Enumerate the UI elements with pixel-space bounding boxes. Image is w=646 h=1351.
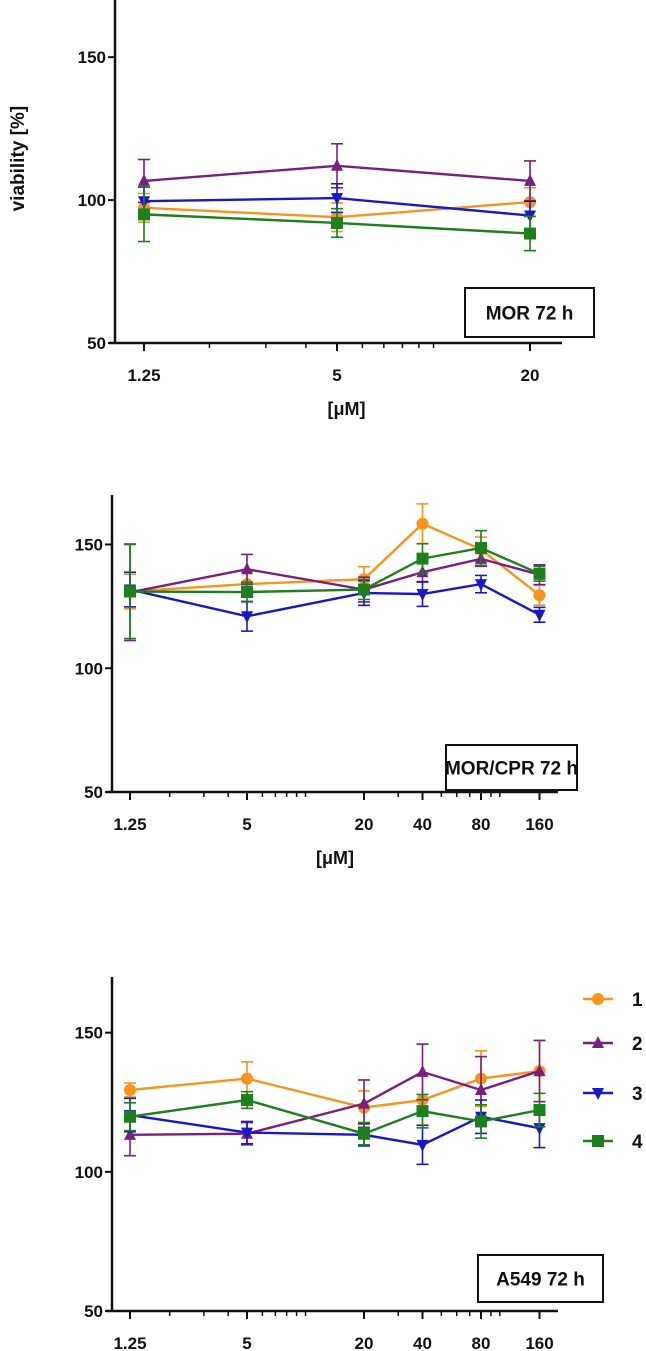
- x-tick-label: 160: [525, 1334, 553, 1351]
- series-4: [138, 186, 536, 252]
- legend-item: 3: [583, 1084, 643, 1105]
- data-point: [124, 1110, 136, 1123]
- data-point: [416, 517, 429, 530]
- y-tick-label: 150: [78, 48, 106, 67]
- data-point: [475, 541, 487, 554]
- y-tick-label: 100: [75, 659, 103, 678]
- y-tick-label: 100: [75, 1163, 103, 1182]
- data-point: [416, 1064, 429, 1077]
- x-tick-label: 20: [355, 815, 374, 834]
- x-tick-label: 5: [242, 1334, 251, 1351]
- x-tick-label: 5: [242, 815, 251, 834]
- data-point: [124, 585, 136, 598]
- legend-marker: [592, 993, 604, 1005]
- panel-title-box: [445, 744, 578, 791]
- data-point: [138, 208, 150, 221]
- data-point: [124, 1084, 136, 1097]
- data-point: [475, 1115, 487, 1128]
- data-point: [331, 216, 343, 229]
- x-tick-label: 20: [355, 1334, 374, 1351]
- data-point: [533, 567, 546, 580]
- legend-marker: [592, 1036, 604, 1048]
- x-tick-label: 1.25: [113, 815, 146, 834]
- x-axis-label: [μM]: [316, 848, 354, 868]
- x-tick-label: 80: [472, 1334, 491, 1351]
- chart-panel-1: 50 100 150 1.25 5 20 [μM] viability [%] MOR 72 h: [8, 0, 595, 419]
- legend-label: 1: [632, 990, 643, 1011]
- series-line: [129, 557, 540, 594]
- data-point: [138, 173, 150, 186]
- x-tick-label: 1.25: [113, 1334, 146, 1351]
- series-line: [129, 1069, 540, 1109]
- data-point: [241, 1094, 253, 1107]
- y-tick-label: 50: [87, 334, 106, 353]
- y-tick-label: 150: [75, 536, 103, 555]
- y-tick-label: 50: [84, 1302, 103, 1321]
- series-4: [124, 1090, 546, 1146]
- data-point: [524, 173, 536, 186]
- y-tick-label: 50: [84, 783, 103, 802]
- panel-title: A549 72 h: [496, 1270, 585, 1291]
- series-line: [129, 522, 541, 597]
- legend-label: 4: [632, 1132, 643, 1153]
- data-point: [331, 158, 343, 171]
- data-point: [533, 589, 546, 602]
- data-point: [533, 1064, 546, 1077]
- data-point: [533, 1104, 546, 1117]
- legend-marker: [592, 1135, 604, 1147]
- data-point: [358, 583, 370, 596]
- data-point: [124, 1127, 136, 1140]
- legend-label: 3: [632, 1084, 643, 1105]
- x-tick-label: 40: [413, 1334, 432, 1351]
- data-point: [524, 227, 536, 240]
- data-point: [475, 1083, 487, 1096]
- chart-panel-2: 50 100 150 1.25 5 20 40 80 160 [μM] MOR/CPR 72 h: [75, 495, 578, 868]
- series-line: [129, 582, 541, 618]
- panel-title: MOR/CPR 72 h: [445, 759, 578, 780]
- panel-title: MOR 72 h: [486, 304, 574, 325]
- legend-marker: [592, 1088, 604, 1100]
- x-tick-label: 1.25: [127, 366, 160, 385]
- legend: 1 2 3 4: [583, 990, 643, 1153]
- x-tick-label: 40: [413, 815, 432, 834]
- x-tick-label: 5: [332, 366, 341, 385]
- panel-title-box: [464, 287, 595, 338]
- data-point: [416, 552, 429, 565]
- panel-title-box: [477, 1254, 604, 1303]
- data-point: [475, 579, 487, 592]
- data-point: [241, 1072, 253, 1085]
- series-4: [124, 529, 546, 640]
- y-tick-label: 100: [78, 191, 106, 210]
- data-point: [358, 1127, 370, 1140]
- y-axis-label: viability [%]: [8, 106, 29, 212]
- x-axis-label: [μM]: [328, 399, 366, 419]
- data-point: [416, 1105, 429, 1118]
- x-tick-label: 80: [472, 815, 491, 834]
- data-point: [241, 562, 253, 575]
- data-point: [416, 1139, 429, 1152]
- legend-item: 1: [583, 990, 643, 1011]
- y-tick-label: 150: [75, 1024, 103, 1043]
- legend-item: 4: [583, 1132, 643, 1153]
- data-point: [416, 589, 429, 601]
- data-point: [331, 193, 343, 206]
- data-point: [358, 1096, 370, 1109]
- legend-label: 2: [632, 1034, 643, 1055]
- x-tick-label: 20: [521, 366, 540, 385]
- data-point: [241, 1127, 253, 1140]
- data-point: [241, 611, 253, 624]
- series-2: [124, 1039, 546, 1157]
- series-3: [124, 571, 546, 632]
- series-line: [129, 1069, 540, 1137]
- series-line: [129, 1098, 540, 1135]
- legend-item: 2: [583, 1034, 643, 1055]
- data-point: [241, 586, 253, 599]
- data-point: [533, 609, 546, 622]
- x-tick-label: 160: [525, 815, 553, 834]
- series-line: [129, 546, 540, 594]
